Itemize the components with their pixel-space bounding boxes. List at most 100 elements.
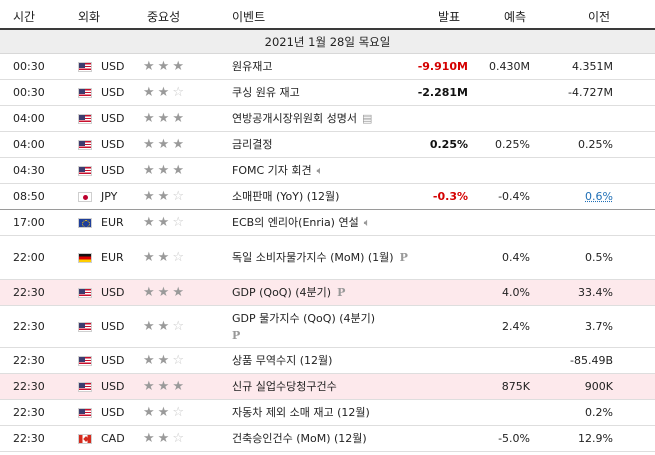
ca-flag-icon: [78, 433, 92, 444]
importance-stars: ★ ★ ★: [143, 285, 187, 300]
actual-value: [395, 280, 468, 305]
previous-value: 3.7%: [585, 320, 613, 333]
table-row[interactable]: 22:30 USD ★ ★ ★ 신규 실업수당청구건수 875K 900K: [0, 374, 655, 400]
header-time[interactable]: 시간: [13, 10, 36, 24]
us-flag-icon: [78, 287, 92, 298]
row-time: 04:00: [13, 112, 45, 125]
forecast-value: [468, 400, 530, 425]
table-row[interactable]: 22:30 USD ★ ★ ☆ GDP 물가지수 (QoQ) (4분기) P 2.4%…: [0, 306, 655, 348]
forecast-value: 0.4%: [502, 251, 530, 264]
table-row[interactable]: 22:30 CAD ★ ★ ☆ 건축승인건수 (MoM) (12월) -5.0% 1…: [0, 426, 655, 452]
importance-stars: ★ ★ ☆: [143, 405, 187, 420]
row-time: 22:30: [13, 432, 45, 445]
forecast-value: [468, 80, 530, 105]
previous-value: 0.2%: [585, 406, 613, 419]
forecast-value: 0.25%: [495, 138, 530, 151]
event-link[interactable]: 신규 실업수당청구건수: [232, 380, 337, 393]
importance-stars: ★ ★ ☆: [143, 319, 187, 334]
speaker-icon[interactable]: 🔈︎: [316, 164, 324, 177]
actual-value: -9.910M: [417, 60, 468, 73]
table-row[interactable]: 08:50 JPY ★ ★ ☆ 소매판매 (YoY) (12월) -0.3% -0.…: [0, 184, 655, 210]
event-link[interactable]: 상품 무역수지 (12월): [232, 354, 333, 367]
header-forecast[interactable]: 예측: [504, 10, 527, 24]
forecast-value: [468, 158, 530, 183]
row-currency: CAD: [101, 432, 125, 445]
header-currency[interactable]: 외화: [78, 10, 101, 24]
actual-value: -2.281M: [417, 86, 468, 99]
previous-value: -85.49B: [569, 354, 613, 367]
importance-stars: ★ ★ ☆: [143, 353, 187, 368]
previous-value: 12.9%: [578, 432, 613, 445]
de-flag-icon: [78, 252, 92, 263]
row-currency: USD: [101, 138, 125, 151]
event-link[interactable]: 건축승인건수 (MoM) (12월): [232, 432, 367, 445]
row-time: 22:30: [13, 354, 45, 367]
event-link[interactable]: ECB의 엔리아(Enria) 연설: [232, 216, 359, 229]
row-time: 22:30: [13, 406, 45, 419]
row-time: 08:50: [13, 190, 45, 203]
event-link[interactable]: 연방공개시장위원회 성명서: [232, 112, 357, 125]
event-link[interactable]: GDP 물가지수 (QoQ) (4분기): [232, 311, 376, 325]
actual-value: [395, 106, 468, 131]
header-importance[interactable]: 중요성: [147, 10, 181, 24]
header-actual[interactable]: 발표: [438, 10, 461, 24]
event-link[interactable]: FOMC 기자 회견: [232, 164, 312, 177]
us-flag-icon: [78, 139, 92, 150]
us-flag-icon: [78, 355, 92, 366]
row-currency: USD: [101, 60, 125, 73]
importance-stars: ★ ★ ☆: [143, 189, 187, 204]
speaker-icon[interactable]: 🔈︎: [363, 216, 371, 229]
jp-flag-icon: [78, 191, 92, 202]
actual-value: [395, 348, 468, 373]
row-time: 04:00: [13, 138, 45, 151]
actual-value: -0.3%: [432, 190, 468, 203]
row-time: 22:30: [13, 286, 45, 299]
row-time: 22:30: [13, 320, 45, 333]
event-link[interactable]: 소매판매 (YoY) (12월): [232, 190, 340, 203]
eu-flag-icon: [78, 217, 92, 228]
forecast-value: 0.430M: [489, 60, 530, 73]
preliminary-badge-icon: P: [337, 286, 346, 299]
preliminary-badge-icon: P: [399, 251, 408, 264]
row-currency: EUR: [101, 251, 124, 264]
row-time: 22:00: [13, 251, 45, 264]
table-row[interactable]: 00:30 USD ★ ★ ★ 원유재고 -9.910M 0.430M 4.351M: [0, 54, 655, 80]
event-link[interactable]: 원유재고: [232, 60, 273, 73]
us-flag-icon: [78, 113, 92, 124]
table-row[interactable]: 22:30 USD ★ ★ ★ GDP (QoQ) (4분기) P 4.0% 33.4…: [0, 280, 655, 306]
event-link[interactable]: 금리결정: [232, 138, 273, 151]
event-link[interactable]: 쿠싱 원유 재고: [232, 86, 300, 99]
importance-stars: ★ ★ ☆: [143, 431, 187, 446]
row-time: 00:30: [13, 60, 45, 73]
header-previous[interactable]: 이전: [588, 10, 611, 24]
table-row[interactable]: 04:00 USD ★ ★ ★ 연방공개시장위원회 성명서 ▤: [0, 106, 655, 132]
previous-value: 0.25%: [578, 138, 613, 151]
forecast-value: 875K: [501, 380, 530, 393]
event-link[interactable]: GDP (QoQ) (4분기): [232, 286, 332, 299]
forecast-value: -0.4%: [498, 190, 530, 203]
table-row[interactable]: 22:00 EUR ★ ★ ☆ 독일 소비자물가지수 (MoM) (1월) P 0.4…: [0, 236, 655, 280]
row-time: 04:30: [13, 164, 45, 177]
us-flag-icon: [78, 321, 92, 332]
header-event[interactable]: 이벤트: [232, 10, 266, 24]
actual-value: [395, 210, 468, 235]
previous-value-revised-link[interactable]: 0.6%: [585, 190, 613, 203]
document-icon[interactable]: ▤: [361, 112, 373, 125]
row-time: 00:30: [13, 86, 45, 99]
table-row[interactable]: 00:30 USD ★ ★ ☆ 쿠싱 원유 재고 -2.281M -4.727M: [0, 80, 655, 106]
forecast-value: -5.0%: [498, 432, 530, 445]
us-flag-icon: [78, 87, 92, 98]
importance-stars: ★ ★ ★: [143, 163, 187, 178]
table-row[interactable]: 04:30 USD ★ ★ ★ FOMC 기자 회견 🔈︎: [0, 158, 655, 184]
importance-stars: ★ ★ ☆: [143, 250, 187, 265]
table-row[interactable]: 22:30 USD ★ ★ ☆ 상품 무역수지 (12월) -85.49B: [0, 348, 655, 374]
event-link[interactable]: 자동차 제외 소매 재고 (12월): [232, 406, 370, 419]
row-currency: USD: [101, 164, 125, 177]
previous-value: 0.5%: [585, 251, 613, 264]
table-row[interactable]: 17:00 EUR ★ ★ ☆ ECB의 엔리아(Enria) 연설 🔈︎: [0, 210, 655, 236]
event-link[interactable]: 독일 소비자물가지수 (MoM) (1월): [232, 251, 394, 264]
table-row[interactable]: 22:30 USD ★ ★ ☆ 자동차 제외 소매 재고 (12월) 0.2%: [0, 400, 655, 426]
actual-value: [395, 400, 468, 425]
previous-value: [540, 158, 613, 183]
table-row[interactable]: 04:00 USD ★ ★ ★ 금리결정 0.25% 0.25% 0.25%: [0, 132, 655, 158]
